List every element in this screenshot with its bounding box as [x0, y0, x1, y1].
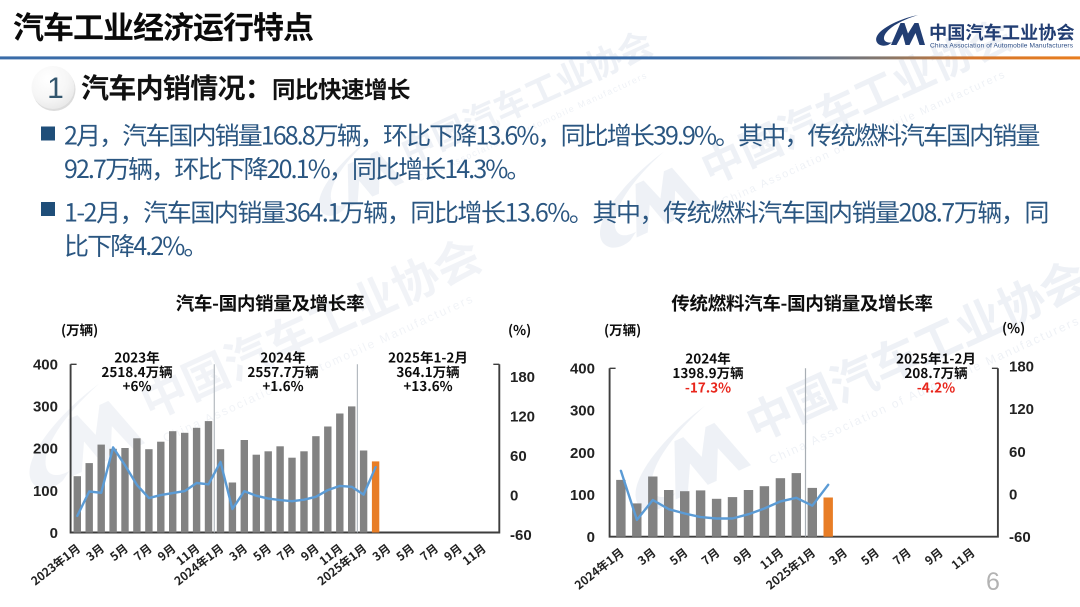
svg-text:China Association of Automobil: China Association of Automobile Manufact… — [930, 43, 1074, 50]
svg-text:6: 6 — [986, 568, 1000, 596]
svg-text:-60: -60 — [510, 527, 532, 544]
svg-text:60: 60 — [510, 448, 527, 465]
svg-text:400: 400 — [570, 361, 595, 378]
svg-text:60: 60 — [1009, 444, 1026, 461]
svg-text:0: 0 — [50, 525, 58, 542]
svg-text:400: 400 — [33, 357, 58, 374]
svg-text:120: 120 — [1009, 401, 1034, 418]
svg-text:120: 120 — [510, 409, 535, 426]
svg-text:200: 200 — [33, 441, 58, 458]
svg-text:0: 0 — [1009, 487, 1017, 504]
svg-text:0: 0 — [510, 487, 518, 504]
svg-text:0: 0 — [587, 529, 595, 546]
svg-text:300: 300 — [570, 403, 595, 420]
svg-text:180: 180 — [1009, 358, 1034, 375]
svg-text:-60: -60 — [1009, 529, 1031, 546]
svg-text:100: 100 — [570, 487, 595, 504]
svg-text:1: 1 — [47, 72, 64, 105]
svg-text:300: 300 — [33, 399, 58, 416]
svg-text:180: 180 — [510, 369, 535, 386]
svg-text:200: 200 — [570, 445, 595, 462]
svg-text:100: 100 — [33, 483, 58, 500]
